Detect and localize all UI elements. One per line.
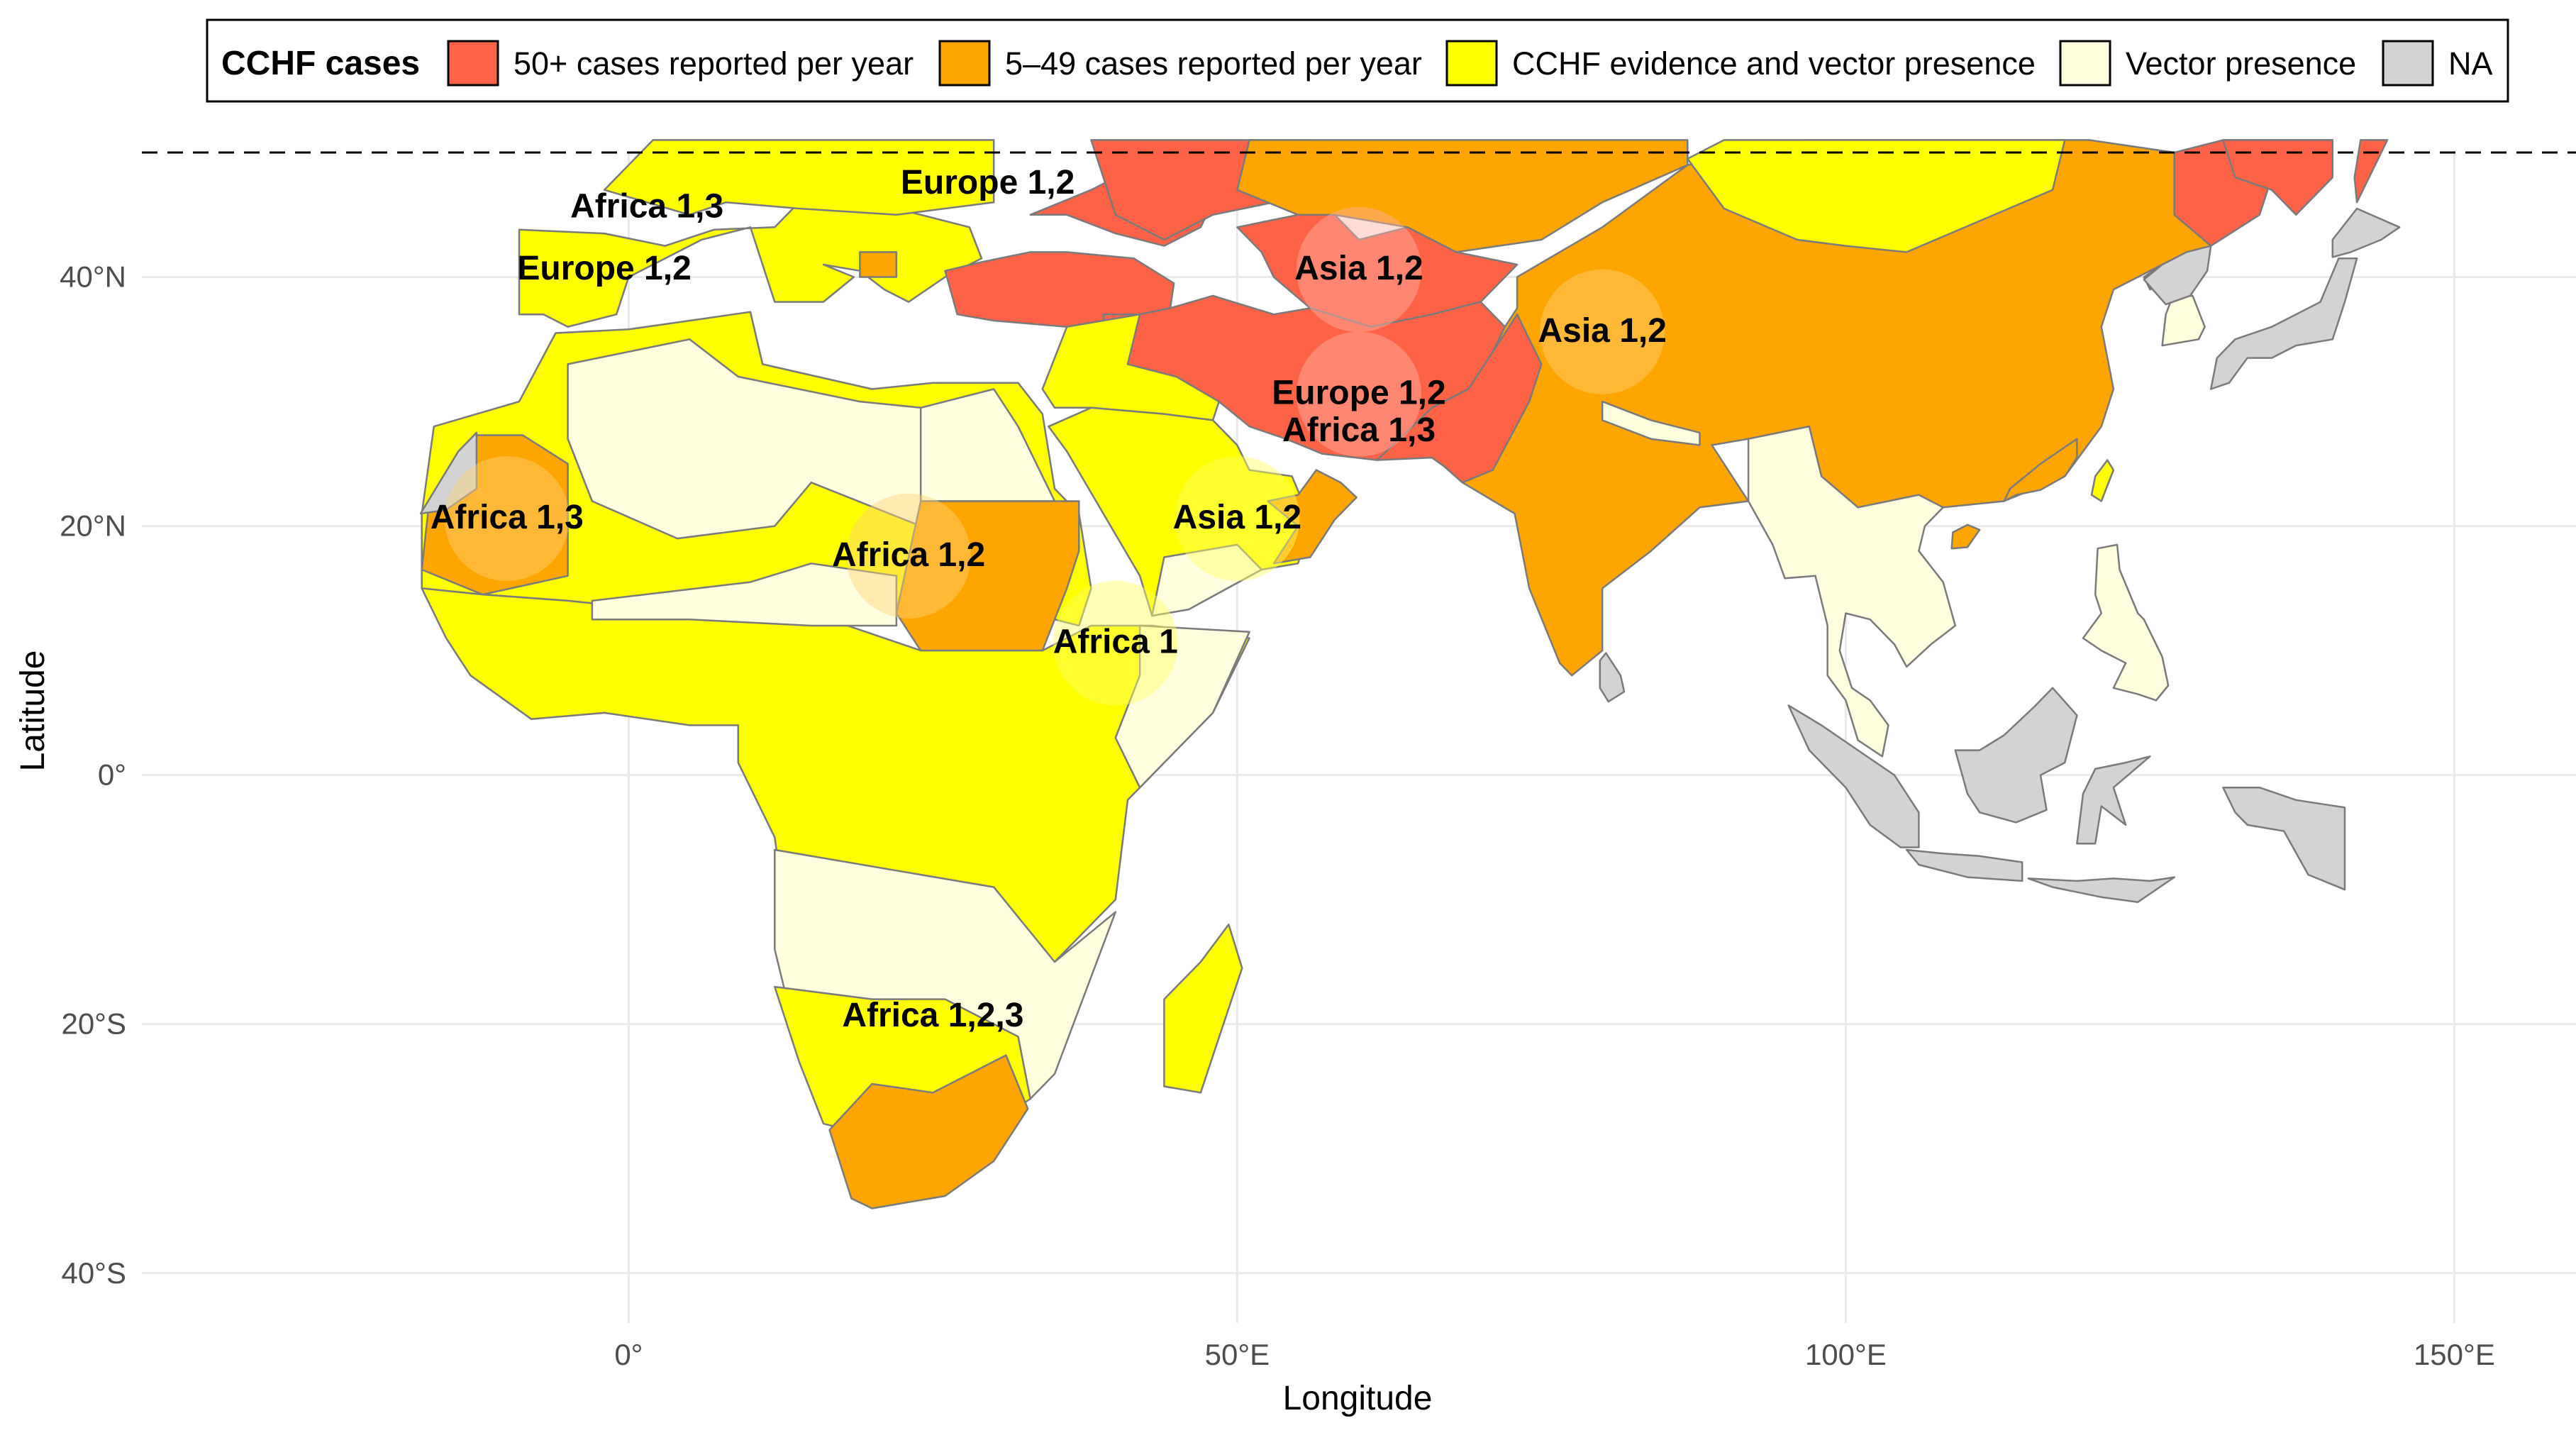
region-russia-far-east-red — [2222, 139, 2334, 216]
legend-item: CCHF evidence and vector presence — [1445, 40, 2036, 87]
region-sumatra — [1787, 704, 1920, 848]
legend-items: 50+ cases reported per year 5–49 cases re… — [447, 40, 2493, 87]
region-java — [1905, 848, 2023, 882]
region-label-8: Asia 1,2 — [1173, 499, 1301, 536]
region-hokkaido — [2331, 207, 2401, 258]
legend-label: CCHF evidence and vector presence — [1512, 45, 2036, 82]
label-halo-9 — [846, 493, 972, 619]
legend-label: 50+ cases reported per year — [513, 45, 914, 82]
y-tick-label: 40°S — [61, 1256, 126, 1290]
legend: CCHF cases 50+ cases reported per year 5–… — [206, 18, 2509, 103]
region-pakistan — [1376, 313, 1543, 484]
legend-item: 5–49 cases reported per year — [938, 40, 1422, 87]
region-hainan-taiwan — [1950, 524, 1981, 550]
region-europe-south — [518, 201, 983, 328]
region-label-1: Europe 1,2 — [901, 164, 1075, 201]
legend-item: 50+ cases reported per year — [447, 40, 914, 87]
y-axis-title: Latitude — [14, 650, 52, 772]
y-tick-label: 40°N — [60, 260, 126, 294]
y-tick-label: 20°S — [61, 1007, 126, 1041]
region-europe-north — [603, 139, 995, 216]
region-south-africa — [828, 1054, 1029, 1209]
axis-ticks: 0° 50°E 100°E 150°E 40°N 20°N 0° 20°S 40°S — [60, 260, 2495, 1371]
y-tick-label: 0° — [98, 758, 126, 792]
label-halo-3 — [1297, 207, 1421, 333]
region-sulawesi — [2076, 755, 2151, 845]
region-mongolia-zone — [1687, 139, 2066, 253]
region-sahel-belt — [591, 563, 898, 627]
x-tick-label: 150°E — [2414, 1338, 2495, 1371]
region-japan — [2209, 257, 2358, 390]
label-halo-10 — [1053, 580, 1178, 706]
region-label-3: Asia 1,2 — [1294, 250, 1423, 287]
legend-item: NA — [2382, 40, 2493, 87]
region-label-7: Africa 1,3 — [431, 499, 584, 536]
x-tick-label: 50°E — [1205, 1338, 1270, 1371]
label-halos — [444, 207, 1665, 706]
label-halo-8 — [1175, 456, 1300, 582]
region-korea-south — [2161, 294, 2206, 347]
region-label-9: Africa 1,2 — [832, 536, 985, 574]
region-himalaya-strip — [1601, 400, 1701, 446]
countries — [419, 139, 2401, 1209]
region-central-asia-north — [1236, 139, 1689, 253]
y-tick-label: 20°N — [60, 509, 126, 543]
legend-label: Vector presence — [2126, 45, 2356, 82]
x-tick-label: 0° — [614, 1338, 643, 1371]
label-halo-7 — [444, 456, 570, 582]
region-label-0: Africa 1,3 — [570, 187, 723, 225]
label-halo-4 — [1540, 269, 1665, 394]
legend-swatch — [2382, 40, 2434, 87]
region-label-4: Asia 1,2 — [1538, 312, 1666, 350]
region-sakhalin — [2353, 139, 2389, 204]
region-korea-north-body — [2143, 245, 2212, 306]
region-label-10: Africa 1 — [1053, 624, 1178, 661]
region-lesser-sunda — [2027, 876, 2175, 903]
region-oman — [1267, 469, 1358, 565]
region-china-se-coast — [2003, 438, 2078, 502]
legend-item: Vector presence — [2059, 40, 2356, 87]
region-turkey — [944, 251, 1175, 328]
x-tick-label: 100°E — [1805, 1338, 1887, 1371]
region-madagascar — [1163, 924, 1243, 1094]
legend-swatch — [2059, 40, 2111, 87]
region-label-11: Africa 1,2,3 — [842, 997, 1023, 1034]
region-western-sahara — [419, 431, 478, 515]
region-middle-east-levant — [1041, 313, 1220, 421]
x-axis-title: Longitude — [1283, 1380, 1433, 1417]
region-sea-mainland — [1747, 425, 1957, 758]
legend-label: NA — [2448, 45, 2493, 82]
region-taiwan — [2090, 459, 2115, 502]
legend-box — [206, 18, 2509, 103]
legend-swatch — [447, 40, 499, 87]
label-halo-5 — [1297, 331, 1421, 457]
region-label-6: Africa 1,3 — [1282, 411, 1436, 449]
region-borneo — [1954, 687, 2078, 824]
region-horn-of-africa-east — [1114, 624, 1250, 789]
region-sri-lanka — [1599, 652, 1626, 703]
legend-title: CCHF cases — [221, 45, 420, 82]
region-label-5: Europe 1,2 — [1272, 375, 1445, 412]
region-new-guinea — [2222, 786, 2346, 891]
legend-swatch — [938, 40, 991, 87]
region-balkan-orange — [859, 251, 898, 278]
region-label-2: Europe 1,2 — [517, 250, 691, 287]
region-kazakhstan-uz — [1236, 214, 1519, 334]
legend-label: 5–49 cases reported per year — [1005, 45, 1422, 82]
legend-swatch — [1445, 40, 1498, 87]
region-yemen-area — [1151, 543, 1262, 617]
region-philippines — [2082, 543, 2170, 702]
